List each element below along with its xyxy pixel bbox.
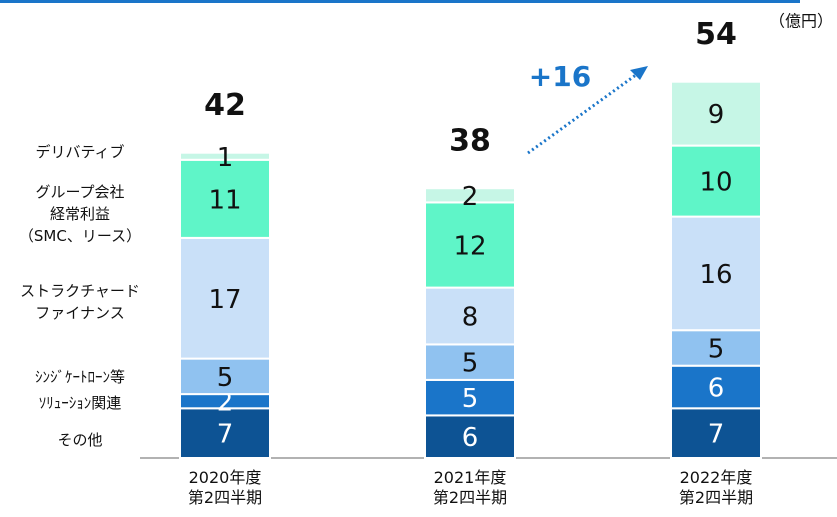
value-label: 16 [699,260,732,290]
bar-segment [670,329,762,367]
legend-label: ｿﾘｭｰｼｮﾝ関連 [38,394,122,412]
bar-segment [670,364,762,410]
value-label: 1 [217,143,234,173]
value-label: 17 [208,285,241,315]
bar-segment [424,187,516,204]
total-label: 42 [204,88,246,123]
unit-label: （億円） [769,12,833,31]
bar-segment [670,80,762,147]
x-tick-label: 2020年度 第2四半期 [187,468,263,507]
value-label: 7 [708,420,725,450]
total-label: 54 [695,17,737,52]
arrow-head [630,66,648,80]
value-label: 7 [217,420,234,450]
value-label: 5 [708,334,725,364]
bar-segment [670,215,762,332]
value-label: 12 [453,232,486,262]
value-label: 9 [708,100,725,130]
bar-segment [424,378,516,417]
bar-segment [424,343,516,381]
bar-segment [670,144,762,218]
value-label: 5 [217,363,234,393]
total-label: 38 [449,124,491,159]
value-label: 2 [462,182,479,212]
value-label: 8 [462,303,479,333]
legend-label: その他 [57,431,103,449]
legend-label: デリバティブ [35,143,125,161]
x-tick-label: 2022年度 第2四半期 [678,468,754,507]
value-label: 11 [208,185,241,215]
top-rule [0,0,800,3]
x-tick-label: 2021年度 第2四半期 [432,468,508,507]
value-label: 5 [462,349,479,379]
value-label: 6 [462,423,479,453]
value-label: 2 [217,388,234,418]
value-label: 6 [708,374,725,404]
legend-label: グループ会社 経常利益 （SMC、リース） [18,183,142,245]
legend-label: ストラクチャード ファイナンス [20,282,140,322]
value-label: 10 [699,168,732,198]
bar-segment [179,357,271,396]
legend-label: ｼﾝｼﾞｹｰﾄﾛｰﾝ等 [34,368,126,386]
bar-segment [179,151,271,161]
arrow [527,70,641,155]
bar-segment [424,286,516,346]
bar-segment [424,201,516,289]
bar-segment [179,236,271,360]
value-label: 5 [462,384,479,414]
annotation: +16 [529,60,591,93]
